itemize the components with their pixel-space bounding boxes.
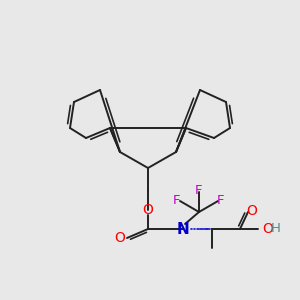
- Text: O: O: [247, 204, 257, 218]
- Text: F: F: [217, 194, 225, 208]
- Text: N: N: [177, 221, 189, 236]
- Text: F: F: [195, 184, 203, 197]
- Text: O: O: [115, 231, 125, 245]
- Text: F: F: [173, 194, 181, 208]
- Text: H: H: [271, 223, 281, 236]
- Text: O: O: [262, 222, 273, 236]
- Text: O: O: [142, 203, 153, 217]
